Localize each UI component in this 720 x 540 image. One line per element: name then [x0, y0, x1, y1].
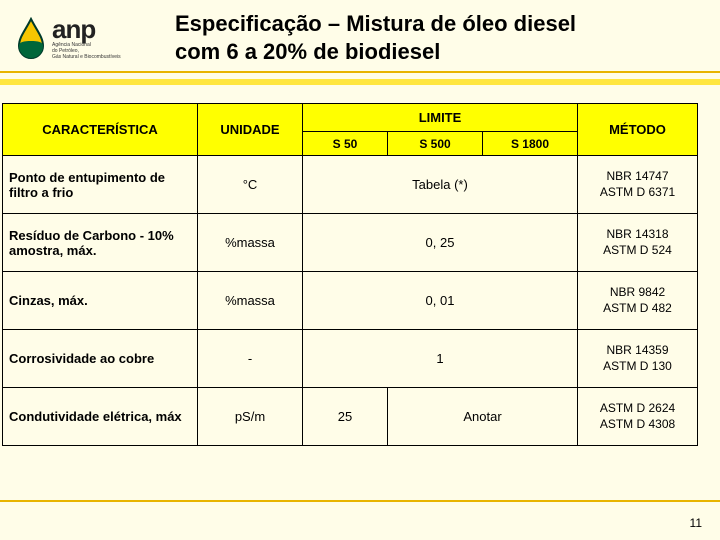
row-method: NBR 9842ASTM D 482 [578, 272, 698, 330]
page-number: 11 [690, 516, 702, 530]
col-s1800: S 1800 [483, 132, 578, 156]
bottom-rule [0, 500, 720, 502]
row-unit: - [198, 330, 303, 388]
col-s50: S 50 [303, 132, 388, 156]
logo-subtitle-3: Gás Natural e Biocombustíveis [52, 54, 121, 60]
spec-table-wrap: CARACTERÍSTICA UNIDADE LIMITE MÉTODO S 5… [0, 85, 720, 446]
col-caracteristica: CARACTERÍSTICA [3, 104, 198, 156]
col-unidade: UNIDADE [198, 104, 303, 156]
row-label: Ponto de entupimento de filtro a frio [3, 156, 198, 214]
row-label: Corrosividade ao cobre [3, 330, 198, 388]
page-title: Especificação – Mistura de óleo diesel c… [175, 10, 576, 65]
table-head: CARACTERÍSTICA UNIDADE LIMITE MÉTODO S 5… [3, 104, 698, 156]
header: anp Agência Nacional do Petróleo, Gás Na… [0, 0, 720, 71]
col-s500: S 500 [388, 132, 483, 156]
row-s50: 25 [303, 388, 388, 446]
table-body: Ponto de entupimento de filtro a frio °C… [3, 156, 698, 446]
table-row: Ponto de entupimento de filtro a frio °C… [3, 156, 698, 214]
table-row: Condutividade elétrica, máx pS/m 25 Anot… [3, 388, 698, 446]
row-unit: pS/m [198, 388, 303, 446]
logo-acronym: anp [52, 16, 121, 42]
row-method: NBR 14318ASTM D 524 [578, 214, 698, 272]
row-method: ASTM D 2624ASTM D 4308 [578, 388, 698, 446]
logo-drop-icon [16, 17, 46, 59]
row-label: Resíduo de Carbono - 10% amostra, máx. [3, 214, 198, 272]
table-row: Resíduo de Carbono - 10% amostra, máx. %… [3, 214, 698, 272]
row-label: Condutividade elétrica, máx [3, 388, 198, 446]
row-limit: 1 [303, 330, 578, 388]
col-limite: LIMITE [303, 104, 578, 132]
row-s500-1800: Anotar [388, 388, 578, 446]
row-limit: Tabela (*) [303, 156, 578, 214]
title-line-2: com 6 a 20% de biodiesel [175, 39, 440, 64]
spec-table: CARACTERÍSTICA UNIDADE LIMITE MÉTODO S 5… [2, 103, 698, 446]
row-method: NBR 14359ASTM D 130 [578, 330, 698, 388]
table-row: Cinzas, máx. %massa 0, 01 NBR 9842ASTM D… [3, 272, 698, 330]
row-unit: %massa [198, 214, 303, 272]
logo-text: anp Agência Nacional do Petróleo, Gás Na… [52, 16, 121, 60]
row-unit: %massa [198, 272, 303, 330]
row-label: Cinzas, máx. [3, 272, 198, 330]
row-limit: 0, 01 [303, 272, 578, 330]
title-line-1: Especificação – Mistura de óleo diesel [175, 11, 576, 36]
row-method: NBR 14747ASTM D 6371 [578, 156, 698, 214]
col-metodo: MÉTODO [578, 104, 698, 156]
table-row: Corrosividade ao cobre - 1 NBR 14359ASTM… [3, 330, 698, 388]
row-limit: 0, 25 [303, 214, 578, 272]
anp-logo: anp Agência Nacional do Petróleo, Gás Na… [16, 12, 161, 64]
row-unit: °C [198, 156, 303, 214]
